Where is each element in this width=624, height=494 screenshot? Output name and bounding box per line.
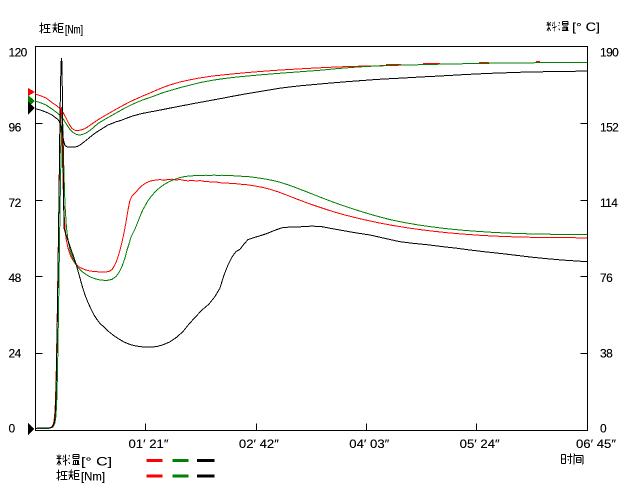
svg-text:76: 76 (600, 271, 613, 285)
svg-text:[° C]: [° C] (572, 20, 600, 34)
svg-text:06′ 45″: 06′ 45″ (576, 437, 617, 451)
svg-text:05′ 24″: 05′ 24″ (460, 437, 501, 451)
svg-text:120: 120 (9, 46, 28, 60)
svg-text:120: 120 (9, 46, 28, 60)
svg-text:0: 0 (600, 422, 607, 436)
svg-text:48: 48 (9, 271, 22, 285)
svg-text:152: 152 (600, 121, 619, 135)
svg-text:96: 96 (9, 121, 22, 135)
svg-text:0: 0 (9, 422, 16, 436)
svg-text:190: 190 (600, 46, 619, 60)
svg-text:96: 96 (9, 121, 22, 135)
svg-text:38: 38 (600, 347, 613, 361)
svg-text:38: 38 (600, 347, 613, 361)
svg-text:72: 72 (9, 196, 22, 210)
svg-text:[° C]: [° C] (81, 455, 112, 469)
svg-text:01′ 21″: 01′ 21″ (129, 437, 170, 451)
svg-text:48: 48 (9, 271, 22, 285)
svg-text:114: 114 (600, 196, 618, 210)
svg-text:[Nm]: [Nm] (65, 23, 83, 37)
svg-text:04′ 03″: 04′ 03″ (349, 437, 390, 451)
svg-text:[° C]: [° C] (572, 20, 600, 34)
svg-text:152: 152 (600, 121, 619, 135)
svg-text:76: 76 (600, 271, 613, 285)
svg-text:06′ 45″: 06′ 45″ (576, 437, 617, 451)
svg-text:04′ 03″: 04′ 03″ (349, 437, 390, 451)
svg-text:72: 72 (9, 196, 22, 210)
svg-text:114: 114 (600, 196, 618, 210)
svg-text:[Nm]: [Nm] (81, 470, 105, 484)
svg-text:02′ 42″: 02′ 42″ (239, 437, 280, 451)
svg-text:05′ 24″: 05′ 24″ (460, 437, 501, 451)
svg-text:0: 0 (9, 422, 16, 436)
svg-text:24: 24 (9, 347, 22, 361)
svg-text:01′ 21″: 01′ 21″ (129, 437, 170, 451)
svg-text:190: 190 (600, 46, 619, 60)
svg-text:[Nm]: [Nm] (81, 470, 105, 484)
svg-text:[° C]: [° C] (81, 455, 112, 469)
svg-text:[Nm]: [Nm] (65, 23, 83, 37)
svg-text:0: 0 (600, 422, 607, 436)
svg-text:24: 24 (9, 347, 22, 361)
svg-text:02′ 42″: 02′ 42″ (239, 437, 280, 451)
